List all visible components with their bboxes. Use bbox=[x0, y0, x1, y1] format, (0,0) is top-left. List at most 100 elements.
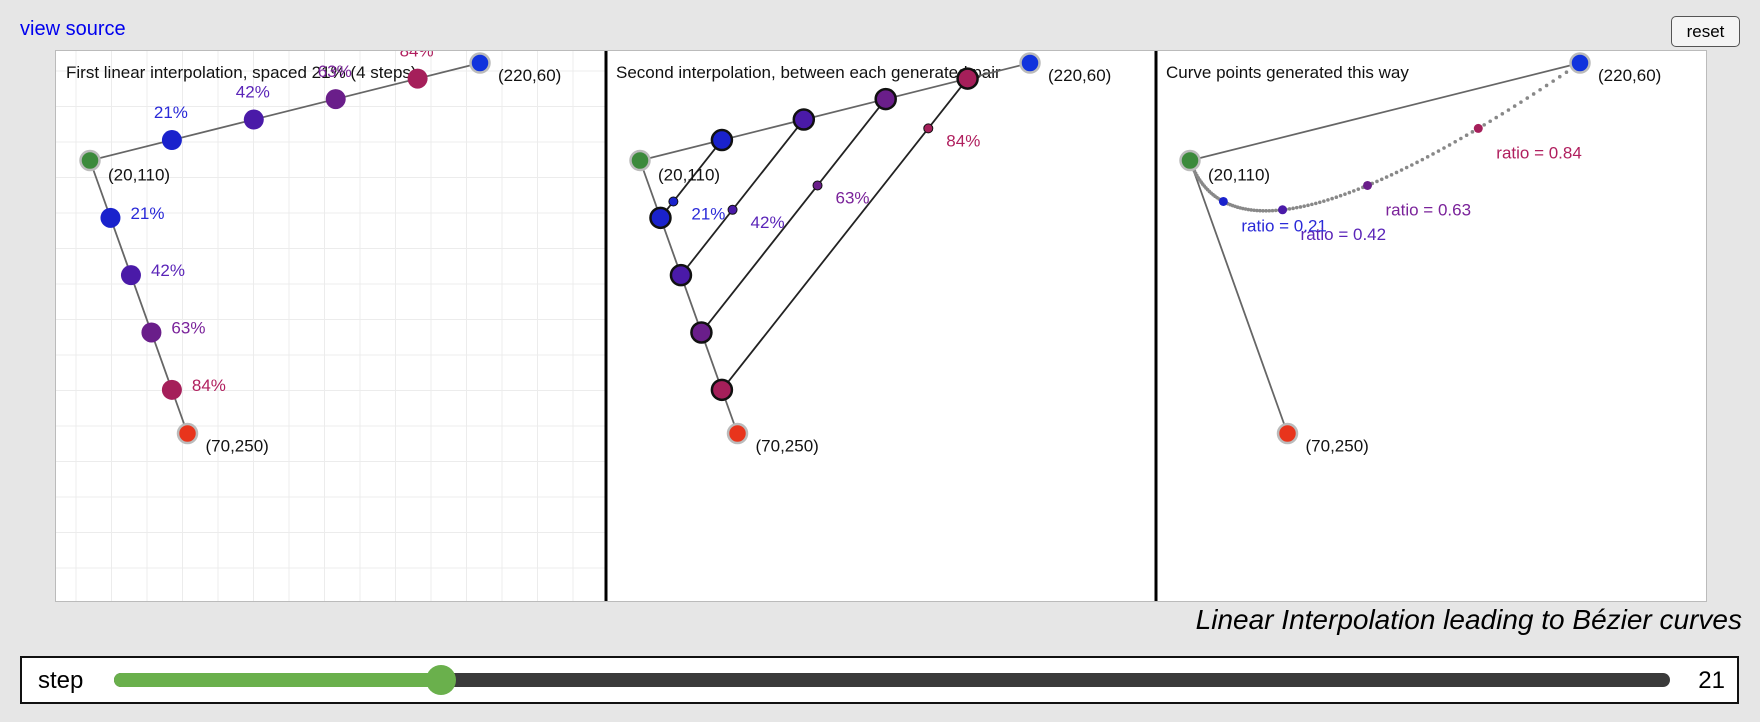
curve-dot bbox=[1326, 198, 1330, 202]
curve-dot bbox=[1306, 203, 1310, 208]
ratio-label: ratio = 0.63 bbox=[1386, 200, 1472, 219]
percent-label: 42% bbox=[236, 83, 270, 102]
control-point-2 bbox=[176, 422, 199, 445]
curve-dot bbox=[1415, 160, 1419, 165]
curve-point bbox=[923, 123, 934, 134]
point-label: (220,60) bbox=[1048, 66, 1111, 85]
curve-dot bbox=[1500, 112, 1505, 116]
curve-dot bbox=[1317, 200, 1322, 205]
interp-point bbox=[325, 89, 346, 110]
curve-dot bbox=[1252, 208, 1256, 213]
panel-title: Curve points generated this way bbox=[1166, 63, 1409, 82]
curve-dot bbox=[1322, 199, 1326, 203]
curve-dot bbox=[1531, 92, 1536, 96]
curve-dot bbox=[1264, 208, 1268, 213]
curve-dot bbox=[1274, 208, 1278, 213]
view-source-link[interactable]: view source bbox=[20, 18, 126, 40]
slider-fill bbox=[114, 673, 441, 687]
curve-dot bbox=[1343, 192, 1347, 197]
control-point-1 bbox=[1569, 52, 1591, 74]
curve-dot bbox=[1379, 177, 1384, 182]
curve-point bbox=[727, 204, 738, 215]
interp-point bbox=[407, 68, 428, 89]
interp-point bbox=[792, 108, 816, 131]
curve-point bbox=[668, 196, 679, 207]
curve-dot bbox=[1287, 207, 1292, 211]
curve-dot bbox=[1310, 202, 1314, 207]
curve-dot bbox=[1506, 108, 1511, 112]
point-label: (220,60) bbox=[1598, 66, 1661, 85]
curve-dot bbox=[1270, 208, 1275, 213]
hull-line bbox=[1189, 160, 1289, 434]
curve-dot bbox=[1525, 96, 1530, 100]
percent-label: 21% bbox=[130, 204, 164, 223]
interp-point bbox=[120, 265, 141, 286]
interp-point bbox=[649, 206, 672, 230]
interp-point bbox=[710, 378, 734, 402]
interp-point bbox=[100, 207, 121, 228]
curve-dot bbox=[1302, 204, 1306, 208]
ratio-label: ratio = 0.84 bbox=[1496, 143, 1582, 162]
interp-point bbox=[710, 128, 734, 152]
curve-dot bbox=[1356, 187, 1361, 191]
step-slider[interactable]: step 21 bbox=[20, 656, 1739, 704]
point-label: (20,110) bbox=[658, 166, 720, 185]
interp-point bbox=[161, 130, 182, 151]
curve-dot bbox=[1375, 179, 1379, 184]
curve-dot bbox=[1494, 115, 1499, 120]
interp-point bbox=[141, 322, 162, 343]
panel-title: First linear interpolation, spaced 21% (… bbox=[66, 63, 417, 82]
start-point bbox=[1179, 149, 1201, 172]
curve-dot bbox=[1404, 165, 1409, 170]
curve-dot bbox=[1255, 208, 1259, 213]
curve-dot bbox=[1459, 136, 1463, 141]
point-label: (20,110) bbox=[108, 166, 170, 185]
point-label: (220,60) bbox=[498, 66, 561, 85]
curve-dot bbox=[1267, 208, 1272, 213]
slider-thumb[interactable] bbox=[425, 665, 456, 695]
curve-dot bbox=[1488, 119, 1492, 124]
curve-dot bbox=[1246, 207, 1251, 212]
curve-dot bbox=[1442, 146, 1446, 150]
point-label: (70,250) bbox=[1306, 437, 1369, 456]
curve-dot bbox=[1551, 79, 1555, 83]
percent-label: 42% bbox=[751, 213, 785, 232]
curve-dot bbox=[1258, 208, 1262, 213]
curve-dot bbox=[1384, 175, 1389, 179]
percent-label: 63% bbox=[318, 62, 352, 81]
curve-dot bbox=[1431, 152, 1435, 156]
percent-label: 63% bbox=[836, 188, 870, 207]
curve-dot bbox=[1249, 208, 1253, 212]
curve-dot bbox=[1425, 155, 1430, 159]
curve-point bbox=[1363, 180, 1373, 190]
curve-dot bbox=[1330, 196, 1334, 201]
control-point-2 bbox=[1276, 422, 1299, 445]
diagram-panels: First linear interpolation, spaced 21% (… bbox=[55, 50, 1707, 602]
reset-button[interactable]: reset bbox=[1671, 16, 1740, 47]
point-label: (20,110) bbox=[1208, 166, 1270, 185]
curve-dot bbox=[1347, 190, 1352, 195]
curve-dot bbox=[1470, 130, 1475, 134]
curve-dot bbox=[1410, 163, 1414, 167]
percent-label: 84% bbox=[946, 131, 980, 150]
curve-dot bbox=[1352, 189, 1356, 193]
curve-dot bbox=[1512, 104, 1517, 108]
interp-point bbox=[243, 109, 264, 130]
curve-dot bbox=[1482, 123, 1487, 127]
control-point-1 bbox=[1019, 52, 1041, 74]
curve-dot bbox=[1420, 157, 1425, 162]
percent-label: 84% bbox=[400, 51, 434, 61]
ratio-label: ratio = 0.21 bbox=[1241, 216, 1327, 235]
curve-point bbox=[812, 180, 823, 191]
curve-dot bbox=[1436, 149, 1441, 153]
diagram-canvas: First linear interpolation, spaced 21% (… bbox=[56, 51, 1661, 601]
percent-label: 63% bbox=[171, 318, 205, 337]
figure-caption: Linear Interpolation leading to Bézier c… bbox=[1195, 604, 1742, 635]
curve-point bbox=[1473, 123, 1483, 133]
start-point bbox=[629, 149, 651, 172]
percent-label: 21% bbox=[691, 204, 725, 223]
curve-dot bbox=[1389, 173, 1394, 177]
slider-value: 21 bbox=[1698, 667, 1725, 694]
curve-dot bbox=[1241, 206, 1245, 211]
slider-track[interactable] bbox=[114, 665, 1670, 695]
